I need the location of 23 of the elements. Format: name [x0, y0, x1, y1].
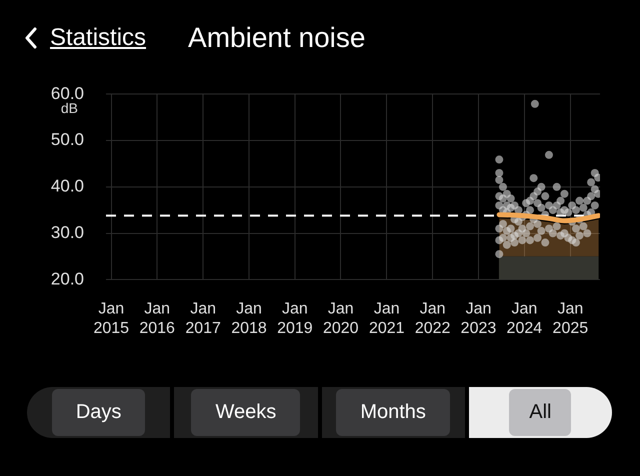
x-tick-label: Jan 2017: [185, 300, 222, 337]
x-tick-label: Jan 2025: [552, 300, 588, 337]
x-tick-label: Jan 2021: [368, 300, 405, 337]
x-tick-label: Jan 2016: [139, 300, 176, 337]
y-tick-label: 20.0: [50, 269, 84, 288]
x-tick-label: Jan 2019: [277, 300, 313, 337]
chart-title: Ambient noise: [188, 22, 366, 54]
y-tick-label: 40.0: [50, 176, 84, 196]
x-tick-label: Jan 2018: [231, 300, 267, 337]
text: Statistics: [50, 24, 146, 52]
x-tick-label: Jan 2022: [414, 300, 451, 337]
text: Days: [52, 389, 146, 436]
y-axis-title: dB: [60, 100, 78, 116]
text: All: [509, 389, 572, 436]
y-tick-label: 50.0: [50, 130, 84, 150]
text: Weeks: [191, 389, 300, 436]
y-tick-label: 60.0: [50, 84, 84, 103]
text: Months: [336, 389, 450, 436]
x-tick-label: Jan 2023: [460, 300, 496, 337]
x-tick-label: Jan 2015: [93, 300, 130, 337]
y-tick-label: 30.0: [50, 222, 84, 242]
x-tick-label: Jan 2020: [322, 300, 359, 337]
x-tick-label: Jan 2024: [506, 300, 542, 337]
